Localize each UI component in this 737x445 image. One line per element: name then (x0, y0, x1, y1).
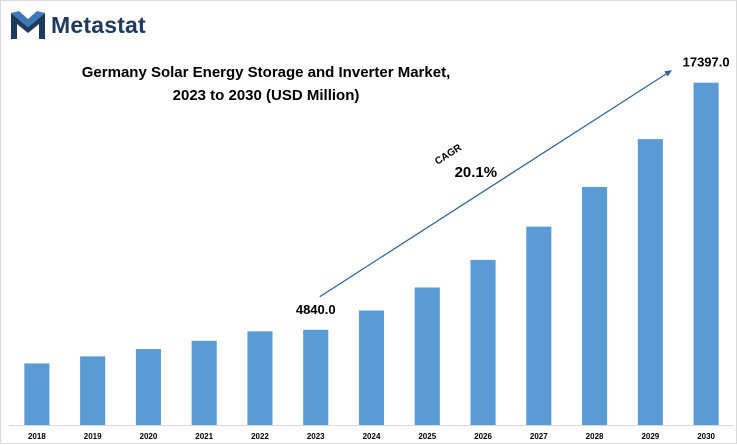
x-tick-label-2023: 2023 (307, 432, 325, 441)
bar-2029 (637, 139, 663, 425)
bar-2022 (247, 331, 273, 425)
brand-name: Metastat (51, 11, 146, 38)
x-tick-label-2020: 2020 (140, 432, 158, 441)
x-tick-label-2018: 2018 (28, 432, 46, 441)
x-tick-label-2026: 2026 (474, 432, 492, 441)
bar-2023 (303, 329, 329, 425)
metastat-m-logo-icon (11, 11, 45, 39)
chart-title-line-2: 2023 to 2030 (USD Million) (172, 87, 360, 104)
bar-2019 (80, 356, 106, 425)
cagr-arrow (319, 70, 672, 298)
x-tick-label-2030: 2030 (697, 432, 715, 441)
bar-2024 (358, 310, 385, 425)
chart-title: Germany Solar Energy Storage and Inverte… (41, 61, 491, 107)
cagr-value: 20.1% (455, 164, 498, 181)
x-tick-label-2019: 2019 (84, 432, 102, 441)
bar-2018 (24, 363, 50, 425)
x-tick-label-2021: 2021 (195, 432, 213, 441)
bar-2020 (135, 349, 161, 425)
bar-2027 (526, 226, 552, 425)
x-tick-label-2029: 2029 (641, 432, 659, 441)
data-label-2023: 4840.0 (296, 302, 336, 317)
x-tick-label-2028: 2028 (586, 432, 604, 441)
x-tick-label-2025: 2025 (418, 432, 436, 441)
bar-2025 (414, 287, 440, 425)
bar-2030 (693, 82, 719, 425)
bar-2021 (191, 340, 217, 425)
bar-2028 (582, 186, 608, 425)
data-label-2030: 17397.0 (683, 55, 730, 70)
x-tick-label-2024: 2024 (363, 432, 381, 441)
bar-2026 (470, 259, 496, 425)
metastat-logo: Metastat (9, 9, 146, 41)
x-tick-label-2022: 2022 (251, 432, 269, 441)
chart-title-line-1: Germany Solar Energy Storage and Inverte… (81, 64, 451, 81)
x-tick-label-2027: 2027 (530, 432, 548, 441)
